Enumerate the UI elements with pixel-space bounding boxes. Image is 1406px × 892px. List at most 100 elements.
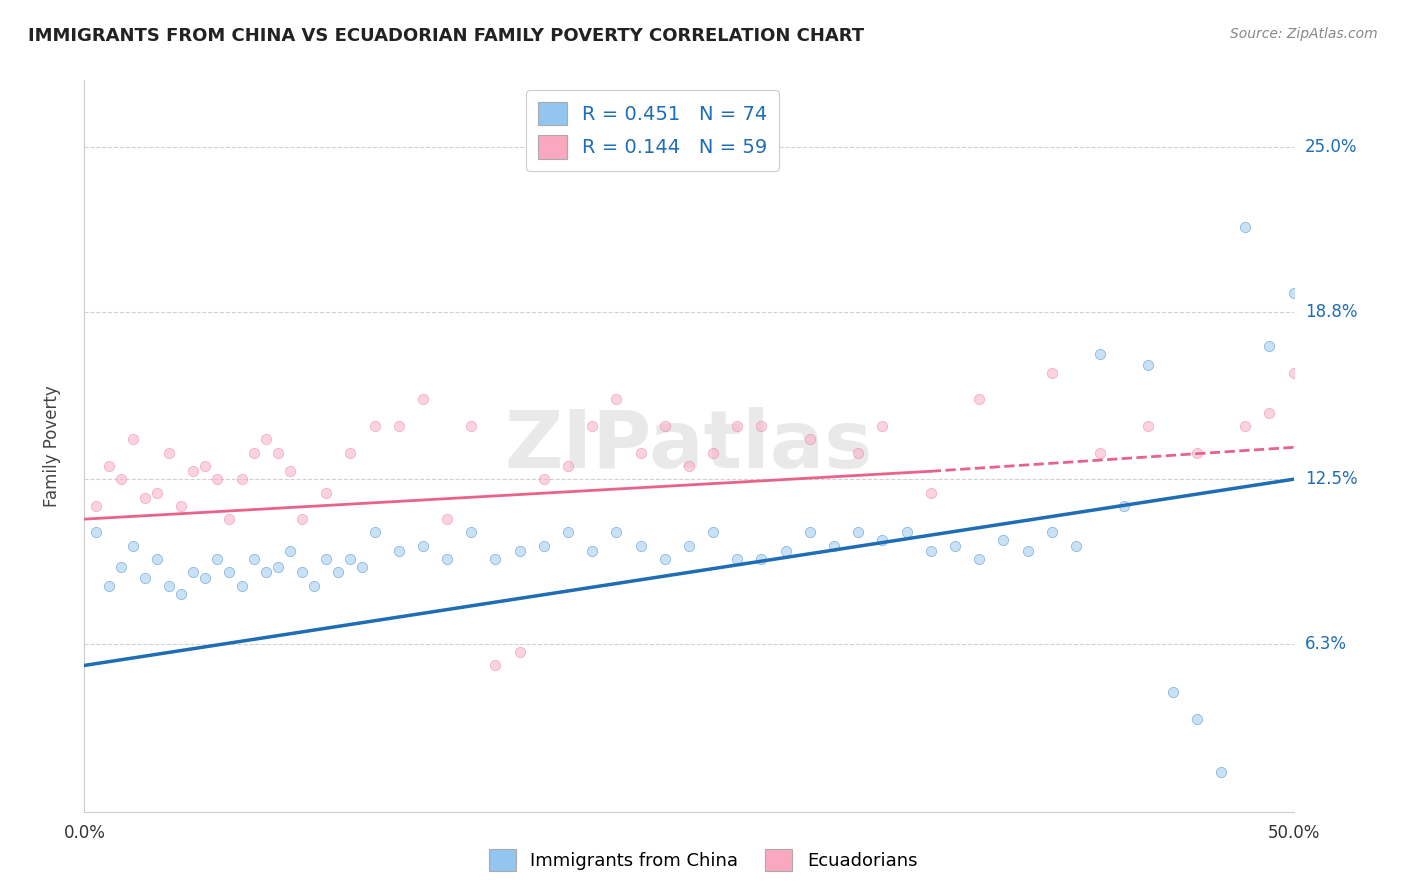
Point — [751, 419, 773, 434]
Point — [231, 472, 253, 486]
Point — [725, 552, 748, 566]
Point — [630, 445, 652, 459]
Text: 25.0%: 25.0% — [1305, 137, 1357, 156]
Point — [121, 539, 143, 553]
Point — [872, 533, 894, 548]
Point — [1306, 499, 1329, 513]
Point — [363, 525, 385, 540]
Legend: Immigrants from China, Ecuadorians: Immigrants from China, Ecuadorians — [481, 842, 925, 879]
Point — [194, 458, 217, 473]
Y-axis label: Family Poverty: Family Poverty — [42, 385, 60, 507]
Point — [254, 566, 277, 580]
Point — [363, 419, 385, 434]
Point — [460, 525, 482, 540]
Point — [181, 464, 204, 478]
Point — [315, 485, 337, 500]
Point — [86, 525, 108, 540]
Point — [157, 445, 180, 459]
Point — [254, 433, 277, 447]
Point — [1282, 366, 1305, 380]
Point — [1355, 260, 1378, 274]
Point — [328, 566, 350, 580]
Point — [1017, 544, 1039, 558]
Point — [1040, 525, 1063, 540]
Point — [1379, 445, 1402, 459]
Point — [1403, 339, 1406, 353]
Point — [1355, 352, 1378, 367]
Point — [1282, 286, 1305, 301]
Point — [267, 445, 290, 459]
Point — [484, 552, 506, 566]
Point — [1185, 445, 1208, 459]
Point — [339, 445, 361, 459]
Point — [581, 419, 603, 434]
Point — [1306, 366, 1329, 380]
Legend: R = 0.451   N = 74, R = 0.144   N = 59: R = 0.451 N = 74, R = 0.144 N = 59 — [526, 90, 779, 170]
Point — [1295, 472, 1317, 486]
Point — [291, 566, 314, 580]
Point — [509, 544, 531, 558]
Point — [302, 579, 325, 593]
Point — [412, 539, 434, 553]
Point — [146, 485, 169, 500]
Point — [242, 552, 264, 566]
Point — [1114, 499, 1136, 513]
Point — [846, 525, 869, 540]
Point — [170, 586, 193, 600]
Point — [207, 472, 229, 486]
Point — [1234, 419, 1257, 434]
Point — [460, 419, 482, 434]
Point — [278, 544, 301, 558]
Point — [1088, 347, 1111, 361]
Point — [1088, 445, 1111, 459]
Point — [1161, 685, 1184, 699]
Point — [533, 539, 555, 553]
Point — [181, 566, 204, 580]
Point — [207, 552, 229, 566]
Point — [134, 491, 156, 505]
Point — [278, 464, 301, 478]
Point — [1185, 712, 1208, 726]
Point — [1209, 764, 1232, 779]
Point — [86, 499, 108, 513]
Text: Source: ZipAtlas.com: Source: ZipAtlas.com — [1230, 27, 1378, 41]
Point — [654, 552, 676, 566]
Point — [170, 499, 193, 513]
Text: 12.5%: 12.5% — [1305, 470, 1357, 488]
Point — [605, 525, 627, 540]
Point — [388, 544, 411, 558]
Point — [484, 658, 506, 673]
Point — [134, 571, 156, 585]
Point — [872, 419, 894, 434]
Point — [557, 525, 579, 540]
Point — [967, 552, 990, 566]
Point — [436, 512, 458, 526]
Point — [121, 433, 143, 447]
Point — [267, 560, 290, 574]
Point — [678, 458, 700, 473]
Point — [967, 392, 990, 407]
Point — [678, 539, 700, 553]
Point — [846, 445, 869, 459]
Point — [157, 579, 180, 593]
Point — [388, 419, 411, 434]
Point — [799, 433, 821, 447]
Point — [110, 472, 132, 486]
Point — [654, 419, 676, 434]
Point — [1234, 219, 1257, 234]
Point — [1330, 658, 1353, 673]
Point — [218, 566, 240, 580]
Point — [751, 552, 773, 566]
Point — [799, 525, 821, 540]
Point — [1379, 352, 1402, 367]
Point — [630, 539, 652, 553]
Point — [146, 552, 169, 566]
Point — [339, 552, 361, 566]
Point — [194, 571, 217, 585]
Point — [896, 525, 918, 540]
Point — [1137, 358, 1160, 372]
Point — [352, 560, 374, 574]
Point — [1258, 339, 1281, 353]
Point — [110, 560, 132, 574]
Point — [97, 579, 120, 593]
